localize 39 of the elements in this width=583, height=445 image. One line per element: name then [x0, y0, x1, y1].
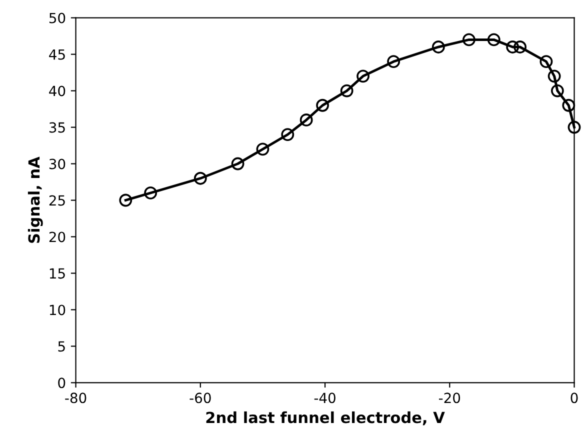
- x-tick-label: -40: [314, 392, 336, 404]
- y-tick-label: 30: [49, 158, 66, 170]
- y-axis-title: Signal, nA: [28, 156, 43, 243]
- point: [119, 194, 132, 207]
- point: [340, 84, 354, 98]
- point: [514, 40, 527, 54]
- point: [231, 157, 244, 170]
- point: [194, 172, 207, 185]
- x-tick-label: -60: [190, 392, 211, 404]
- y-tick-label: 45: [49, 49, 65, 60]
- x-tick-label: -80: [65, 392, 86, 404]
- point: [568, 120, 581, 134]
- point: [462, 33, 476, 46]
- point: [387, 55, 400, 68]
- point: [548, 70, 561, 83]
- y-tick-label: 5: [58, 341, 65, 352]
- point: [506, 40, 520, 54]
- point: [300, 114, 313, 126]
- y-tick-label: 35: [49, 122, 65, 133]
- point: [316, 98, 329, 112]
- point: [432, 40, 445, 54]
- point: [356, 70, 370, 83]
- point: [281, 128, 294, 142]
- point: [540, 55, 553, 68]
- x-axis-title: 2nd last funnel electrode, V: [206, 411, 445, 426]
- point: [562, 98, 576, 112]
- y-tick-label: 15: [50, 268, 65, 279]
- y-tick-label: 50: [49, 12, 66, 24]
- point: [550, 84, 564, 98]
- x-tick-label: 0: [570, 392, 578, 404]
- y-tick-label: 10: [50, 304, 66, 316]
- point: [144, 186, 158, 200]
- x-tick-label: -20: [438, 392, 460, 404]
- y-tick-label: 40: [49, 86, 66, 96]
- point: [256, 142, 270, 156]
- point: [487, 33, 500, 46]
- y-tick-label: 20: [49, 232, 66, 242]
- y-tick-label: 25: [49, 195, 65, 206]
- y-tick-label: 0: [58, 378, 66, 388]
